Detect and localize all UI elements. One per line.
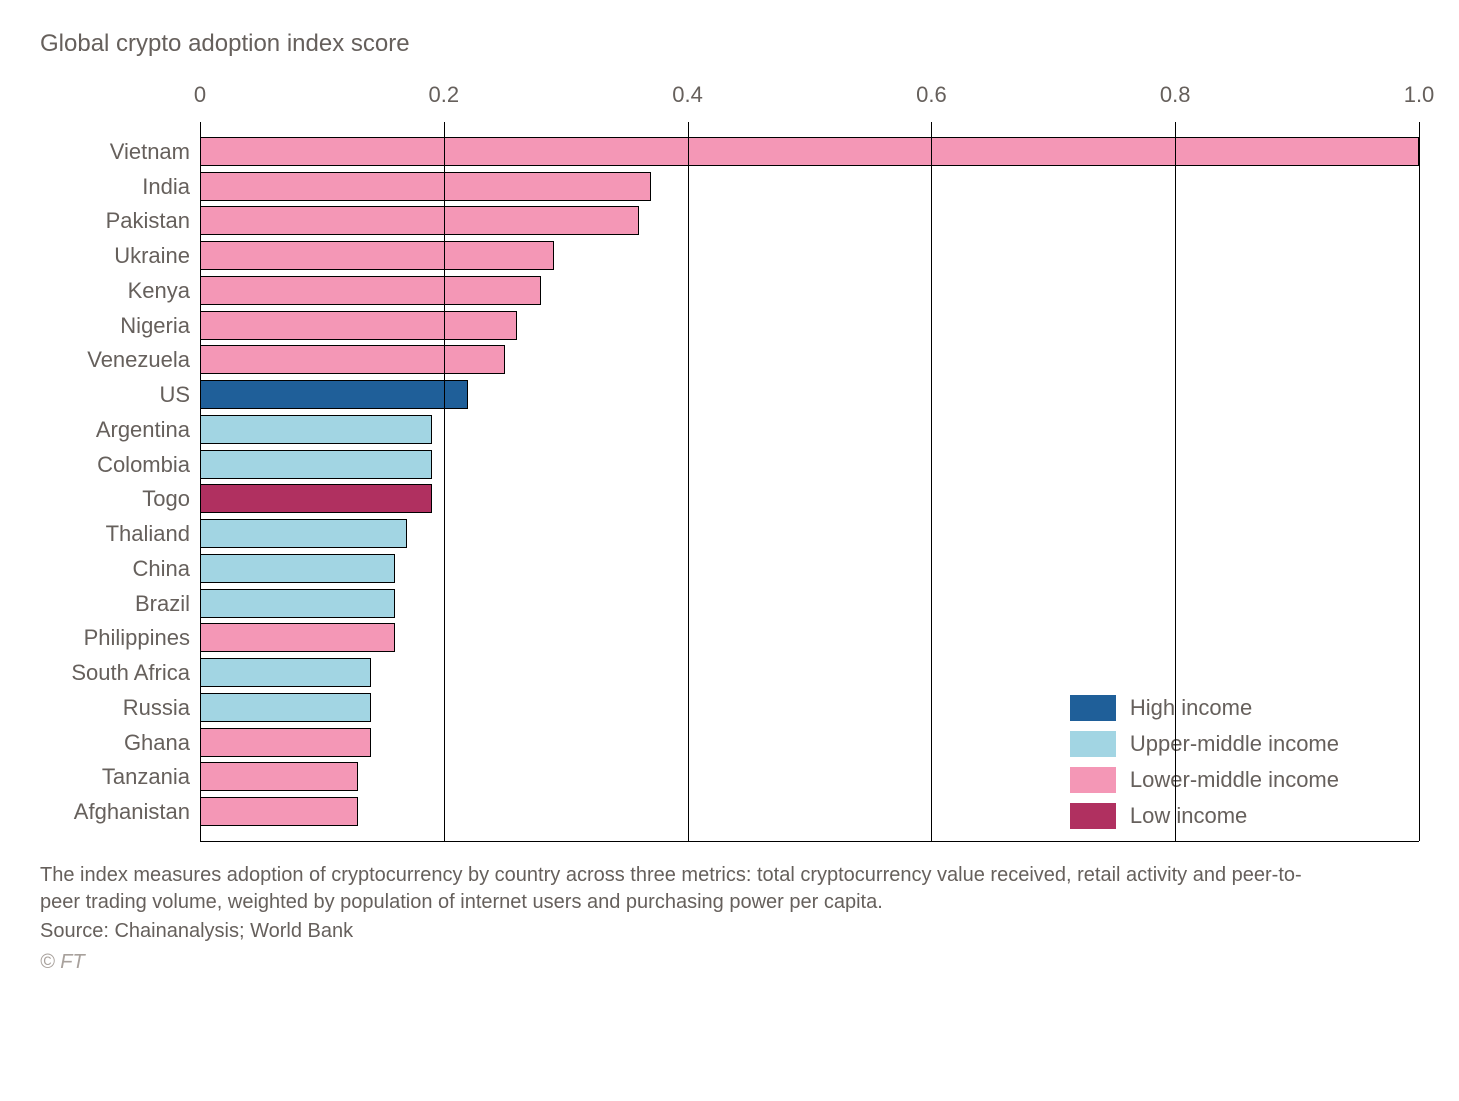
bar bbox=[200, 554, 395, 583]
bar-label: Ghana bbox=[124, 728, 200, 757]
chart-container: Global crypto adoption index score 0 0.2 0… bbox=[40, 30, 1419, 974]
bar-label: Brazil bbox=[135, 589, 200, 618]
x-axis-tick-label: 0 bbox=[194, 82, 206, 108]
chart-title: Global crypto adoption index score bbox=[40, 30, 1419, 58]
bar-label: Venezuela bbox=[87, 345, 200, 374]
bar-label: Ukraine bbox=[114, 241, 200, 270]
bar bbox=[200, 241, 554, 270]
gridline bbox=[200, 122, 201, 841]
gridline bbox=[1419, 122, 1420, 841]
bar-row: Kenya bbox=[200, 276, 1419, 305]
legend: High income Upper-middle income Lower-midd… bbox=[1070, 695, 1339, 829]
bar-label: Thaliand bbox=[106, 519, 200, 548]
bar bbox=[200, 728, 371, 757]
bar bbox=[200, 206, 639, 235]
x-axis-tick-label: 1.0 bbox=[1404, 82, 1435, 108]
gridline bbox=[444, 122, 445, 841]
bar-row: Brazil bbox=[200, 589, 1419, 618]
x-axis-labels: 00.20.40.60.81.0 bbox=[200, 82, 1419, 122]
bar bbox=[200, 345, 505, 374]
bar-label: Tanzania bbox=[102, 762, 200, 791]
legend-label: Upper-middle income bbox=[1130, 731, 1339, 757]
chart-footnote: The index measures adoption of cryptocur… bbox=[40, 862, 1340, 916]
bar-row: Thaliand bbox=[200, 519, 1419, 548]
legend-swatch bbox=[1070, 695, 1116, 721]
bar-row: Venezuela bbox=[200, 345, 1419, 374]
bar bbox=[200, 519, 407, 548]
legend-item: Low income bbox=[1070, 803, 1339, 829]
bar-row: US bbox=[200, 380, 1419, 409]
plot-wrap: 00.20.40.60.81.0 VietnamIndiaPakistanUkr… bbox=[200, 82, 1419, 842]
bar bbox=[200, 762, 358, 791]
bar bbox=[200, 484, 432, 513]
x-axis-tick-label: 0.6 bbox=[916, 82, 947, 108]
bar bbox=[200, 415, 432, 444]
bar bbox=[200, 658, 371, 687]
x-axis-tick-label: 0.8 bbox=[1160, 82, 1191, 108]
bar-row: Philippines bbox=[200, 623, 1419, 652]
bar-label: Pakistan bbox=[106, 206, 200, 235]
bar-label: Kenya bbox=[128, 276, 200, 305]
legend-item: Upper-middle income bbox=[1070, 731, 1339, 757]
bar-label: Afghanistan bbox=[74, 797, 200, 826]
legend-label: High income bbox=[1130, 695, 1252, 721]
legend-swatch bbox=[1070, 803, 1116, 829]
bar bbox=[200, 589, 395, 618]
chart-source: Source: Chainanalysis; World Bank bbox=[40, 920, 1419, 943]
bar-label: Togo bbox=[142, 484, 200, 513]
bar-label: Vietnam bbox=[110, 137, 200, 166]
bar-label: India bbox=[142, 172, 200, 201]
bar-label: Russia bbox=[123, 693, 200, 722]
bar bbox=[200, 137, 1419, 166]
bar-label: China bbox=[133, 554, 200, 583]
legend-label: Lower-middle income bbox=[1130, 767, 1339, 793]
bar bbox=[200, 450, 432, 479]
bar-row: Colombia bbox=[200, 450, 1419, 479]
bar bbox=[200, 623, 395, 652]
legend-swatch bbox=[1070, 767, 1116, 793]
bar-row: China bbox=[200, 554, 1419, 583]
bar bbox=[200, 693, 371, 722]
plot-area: Vietnam India Pakistan Ukraine Kenya Nigeria V… bbox=[200, 122, 1419, 842]
bar-label: Philippines bbox=[84, 623, 200, 652]
bar-row: Nigeria bbox=[200, 311, 1419, 340]
gridline bbox=[1175, 122, 1176, 841]
bar-row: Togo bbox=[200, 484, 1419, 513]
bar-label: US bbox=[159, 380, 200, 409]
bar-row: Argentina bbox=[200, 415, 1419, 444]
legend-item: High income bbox=[1070, 695, 1339, 721]
bar-label: Argentina bbox=[96, 415, 200, 444]
bar-row: Pakistan bbox=[200, 206, 1419, 235]
bar-label: South Africa bbox=[71, 658, 200, 687]
chart-copyright: © FT bbox=[40, 951, 1419, 974]
bar bbox=[200, 172, 651, 201]
bar-label: Nigeria bbox=[120, 311, 200, 340]
legend-swatch bbox=[1070, 731, 1116, 757]
gridline bbox=[688, 122, 689, 841]
bar bbox=[200, 276, 541, 305]
bar-row: India bbox=[200, 172, 1419, 201]
legend-label: Low income bbox=[1130, 803, 1247, 829]
bar-row: Vietnam bbox=[200, 137, 1419, 166]
bar bbox=[200, 797, 358, 826]
gridline bbox=[931, 122, 932, 841]
x-axis-tick-label: 0.2 bbox=[429, 82, 460, 108]
bar-row: Ukraine bbox=[200, 241, 1419, 270]
x-axis-tick-label: 0.4 bbox=[672, 82, 703, 108]
bar-label: Colombia bbox=[97, 450, 200, 479]
bar bbox=[200, 311, 517, 340]
bar bbox=[200, 380, 468, 409]
legend-item: Lower-middle income bbox=[1070, 767, 1339, 793]
bar-row: South Africa bbox=[200, 658, 1419, 687]
